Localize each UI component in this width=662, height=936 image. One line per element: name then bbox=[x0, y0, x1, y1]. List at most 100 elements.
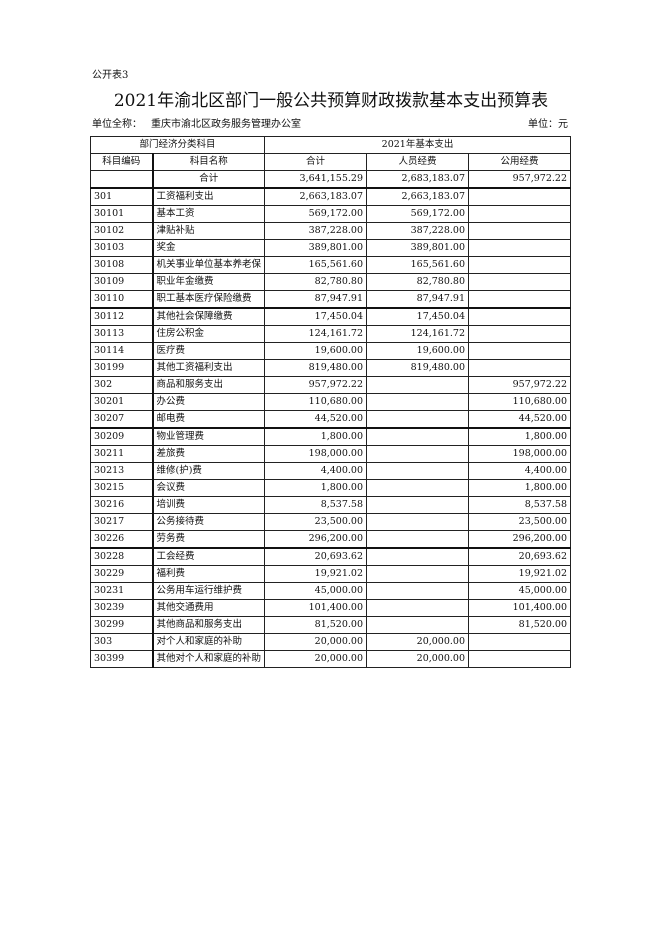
item-name: 福利费 bbox=[151, 565, 266, 583]
budget-table: 部门经济分类科目 2021年基本支出 科目编码 科目名称 合计 人员经费 公用经… bbox=[89, 136, 572, 668]
column-header: 科目名称 bbox=[151, 153, 266, 171]
total-row: 合计 3,641,155.29 2,683,183.07 957,972.22 bbox=[90, 170, 572, 189]
item-total: 45,000.00 bbox=[264, 582, 368, 600]
column-header: 合计 bbox=[264, 153, 368, 171]
table-row: 30209 物业管理费 1,800.00 1,800.00 bbox=[90, 427, 572, 446]
item-code: 30216 bbox=[90, 496, 154, 514]
item-total: 389,801.00 bbox=[264, 239, 368, 257]
item-personnel: 569,172.00 bbox=[366, 205, 470, 223]
item-name: 工资福利支出 bbox=[151, 187, 266, 206]
item-total: 81,520.00 bbox=[264, 616, 368, 634]
table-row: 30199 其他工资福利支出 819,480.00 819,480.00 bbox=[90, 359, 572, 377]
item-total: 101,400.00 bbox=[264, 599, 368, 617]
table-row: 30113 住房公积金 124,161.72 124,161.72 bbox=[90, 325, 572, 343]
item-public: 957,972.22 bbox=[468, 376, 572, 394]
item-code: 30209 bbox=[90, 427, 154, 446]
item-total: 1,800.00 bbox=[264, 479, 368, 497]
item-total: 387,228.00 bbox=[264, 222, 368, 240]
table-row: 303 对个人和家庭的补助 20,000.00 20,000.00 bbox=[90, 633, 572, 651]
item-total: 8,537.58 bbox=[264, 496, 368, 514]
item-code: 30228 bbox=[90, 547, 154, 566]
item-public bbox=[468, 325, 572, 343]
column-header-row: 科目编码 科目名称 合计 人员经费 公用经费 bbox=[90, 153, 572, 171]
item-code: 30101 bbox=[90, 205, 154, 223]
item-public bbox=[468, 187, 572, 206]
item-personnel bbox=[366, 599, 470, 617]
item-name: 培训费 bbox=[151, 496, 266, 514]
item-public: 81,520.00 bbox=[468, 616, 572, 634]
item-name: 住房公积金 bbox=[151, 325, 266, 343]
item-name: 公务用车运行维护费 bbox=[151, 582, 266, 600]
item-code: 30102 bbox=[90, 222, 154, 240]
item-personnel: 819,480.00 bbox=[366, 359, 470, 377]
item-code: 30113 bbox=[90, 325, 154, 343]
item-total: 20,693.62 bbox=[264, 547, 368, 566]
item-total: 20,000.00 bbox=[264, 633, 368, 651]
item-personnel: 20,000.00 bbox=[366, 650, 470, 668]
table-row: 301 工资福利支出 2,663,183.07 2,663,183.07 bbox=[90, 187, 572, 206]
item-public: 20,693.62 bbox=[468, 547, 572, 566]
item-name: 办公费 bbox=[151, 393, 266, 411]
item-total: 296,200.00 bbox=[264, 530, 368, 549]
item-personnel bbox=[366, 410, 470, 429]
item-personnel bbox=[366, 530, 470, 549]
item-code: 30103 bbox=[90, 239, 154, 257]
table-row: 30231 公务用车运行维护费 45,000.00 45,000.00 bbox=[90, 582, 572, 600]
item-public bbox=[468, 205, 572, 223]
item-public: 8,537.58 bbox=[468, 496, 572, 514]
item-personnel: 20,000.00 bbox=[366, 633, 470, 651]
item-total: 87,947.91 bbox=[264, 290, 368, 309]
table-row: 30299 其他商品和服务支出 81,520.00 81,520.00 bbox=[90, 616, 572, 634]
item-total: 82,780.80 bbox=[264, 273, 368, 291]
item-name: 劳务费 bbox=[151, 530, 266, 549]
item-personnel bbox=[366, 547, 470, 566]
column-header: 人员经费 bbox=[366, 153, 470, 171]
item-name: 职业年金缴费 bbox=[151, 273, 266, 291]
item-personnel bbox=[366, 513, 470, 531]
item-code: 30201 bbox=[90, 393, 154, 411]
item-public: 101,400.00 bbox=[468, 599, 572, 617]
item-name: 其他工资福利支出 bbox=[151, 359, 266, 377]
item-total: 819,480.00 bbox=[264, 359, 368, 377]
item-code: 30217 bbox=[90, 513, 154, 531]
item-code: 30299 bbox=[90, 616, 154, 634]
table-row: 30226 劳务费 296,200.00 296,200.00 bbox=[90, 530, 572, 549]
item-name: 其他对个人和家庭的补助 bbox=[151, 650, 266, 668]
column-header: 科目编码 bbox=[90, 153, 154, 171]
item-total: 198,000.00 bbox=[264, 445, 368, 463]
total-personnel: 2,683,183.07 bbox=[366, 170, 470, 189]
table-row: 30213 维修(护)费 4,400.00 4,400.00 bbox=[90, 462, 572, 480]
item-name: 其他商品和服务支出 bbox=[151, 616, 266, 634]
table-row: 30399 其他对个人和家庭的补助 20,000.00 20,000.00 bbox=[90, 650, 572, 668]
table-row: 30201 办公费 110,680.00 110,680.00 bbox=[90, 393, 572, 411]
item-code: 301 bbox=[90, 187, 154, 206]
table-row: 30114 医疗费 19,600.00 19,600.00 bbox=[90, 342, 572, 360]
table-row: 30108 机关事业单位基本养老保 165,561.60 165,561.60 bbox=[90, 256, 572, 274]
item-personnel bbox=[366, 565, 470, 583]
item-public: 44,520.00 bbox=[468, 410, 572, 429]
item-public: 296,200.00 bbox=[468, 530, 572, 549]
item-code: 30229 bbox=[90, 565, 154, 583]
item-code: 30207 bbox=[90, 410, 154, 429]
item-public: 1,800.00 bbox=[468, 427, 572, 446]
item-name: 维修(护)费 bbox=[151, 462, 266, 480]
total-public: 957,972.22 bbox=[468, 170, 572, 189]
item-total: 20,000.00 bbox=[264, 650, 368, 668]
item-code: 30239 bbox=[90, 599, 154, 617]
table-row: 30216 培训费 8,537.58 8,537.58 bbox=[90, 496, 572, 514]
item-personnel: 124,161.72 bbox=[366, 325, 470, 343]
table-row: 302 商品和服务支出 957,972.22 957,972.22 bbox=[90, 376, 572, 394]
item-personnel: 87,947.91 bbox=[366, 290, 470, 309]
item-personnel: 82,780.80 bbox=[366, 273, 470, 291]
item-total: 165,561.60 bbox=[264, 256, 368, 274]
item-code: 30399 bbox=[90, 650, 154, 668]
table-row: 30228 工会经费 20,693.62 20,693.62 bbox=[90, 547, 572, 566]
item-code: 30199 bbox=[90, 359, 154, 377]
table-row: 30211 差旅费 198,000.00 198,000.00 bbox=[90, 445, 572, 463]
item-name: 对个人和家庭的补助 bbox=[151, 633, 266, 651]
item-public: 4,400.00 bbox=[468, 462, 572, 480]
item-public: 110,680.00 bbox=[468, 393, 572, 411]
item-personnel bbox=[366, 393, 470, 411]
table-row: 30217 公务接待费 23,500.00 23,500.00 bbox=[90, 513, 572, 531]
table-row: 30207 邮电费 44,520.00 44,520.00 bbox=[90, 410, 572, 429]
